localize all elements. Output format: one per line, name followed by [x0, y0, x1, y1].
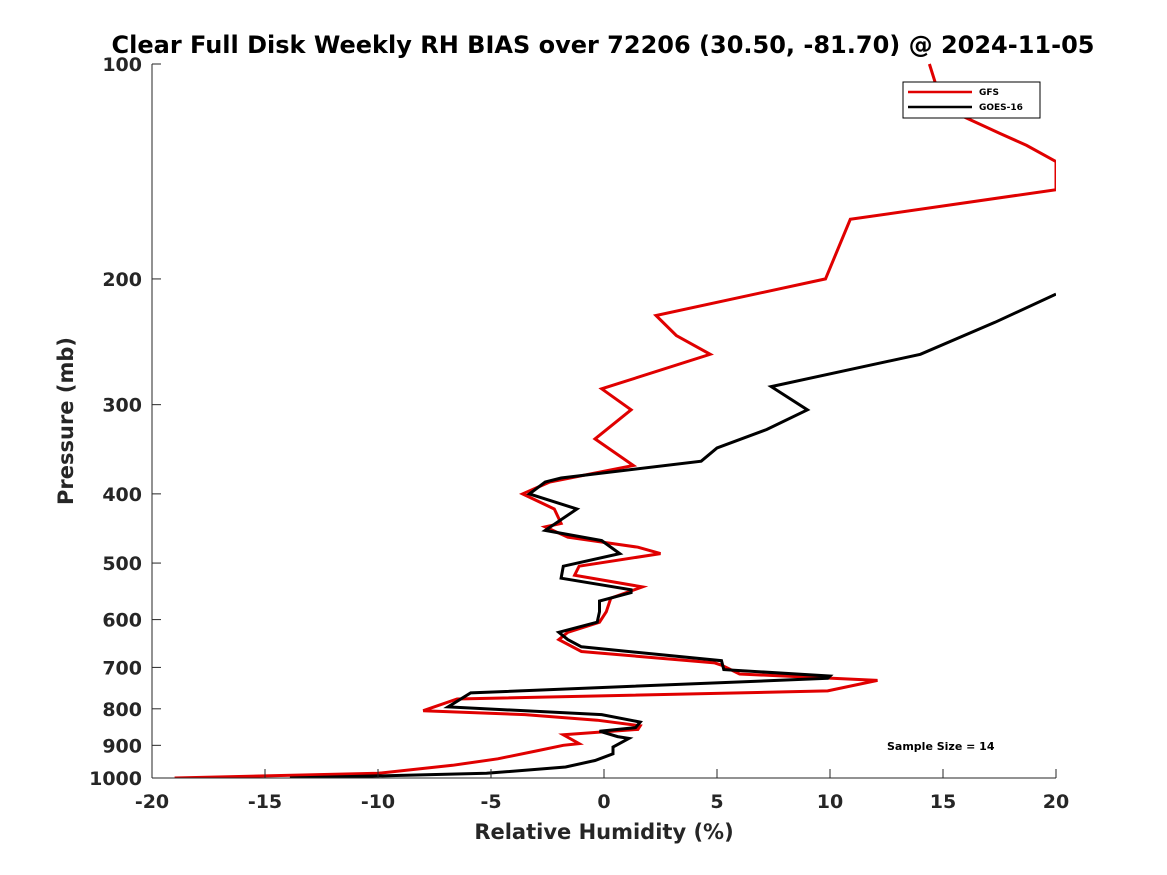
y-tick-label: 100 [102, 54, 142, 76]
series-line-gfs [174, 63, 1056, 778]
series-layer [174, 63, 1056, 778]
x-axis-label: Relative Humidity (%) [474, 820, 733, 844]
legend: GFS GOES-16 [902, 81, 1041, 119]
y-tick-label: 900 [102, 735, 142, 757]
x-tick-label: -20 [135, 791, 169, 813]
axes-layer: -20 -15 -10 -5 0 5 10 15 20 100 200 300 400 500 600 700… [89, 54, 1069, 813]
x-tick-label: 15 [930, 791, 956, 813]
x-tick-label: -15 [248, 791, 282, 813]
plot-area: -20 -15 -10 -5 0 5 10 15 20 100 200 300 400 500 600 700… [89, 54, 1069, 813]
y-tick-label: 800 [102, 699, 142, 721]
y-tick-label: 1000 [89, 768, 142, 790]
y-tick-label: 600 [102, 610, 142, 632]
chart-title: Clear Full Disk Weekly RH BIAS over 7220… [112, 31, 1095, 59]
x-tick-label: 20 [1043, 791, 1069, 813]
legend-label-gfs: GFS [979, 88, 999, 98]
y-tick-label: 700 [102, 657, 142, 679]
series-line-goes16 [289, 292, 1056, 778]
x-tick-label: -5 [480, 791, 501, 813]
x-tick-label: 0 [597, 791, 610, 813]
legend-box [902, 81, 1041, 119]
y-tick-label: 300 [102, 395, 142, 417]
x-tick-label: -10 [361, 791, 395, 813]
sample-size-annotation: Sample Size = 14 [887, 740, 995, 753]
y-axis-label: Pressure (mb) [54, 337, 78, 505]
y-tick-label: 200 [102, 269, 142, 291]
plot-background [152, 64, 1056, 778]
x-tick-label: 10 [817, 791, 843, 813]
y-tick-label: 400 [102, 484, 142, 506]
y-tick-label: 500 [102, 553, 142, 575]
legend-label-goes16: GOES-16 [979, 103, 1023, 113]
x-tick-label: 5 [710, 791, 723, 813]
